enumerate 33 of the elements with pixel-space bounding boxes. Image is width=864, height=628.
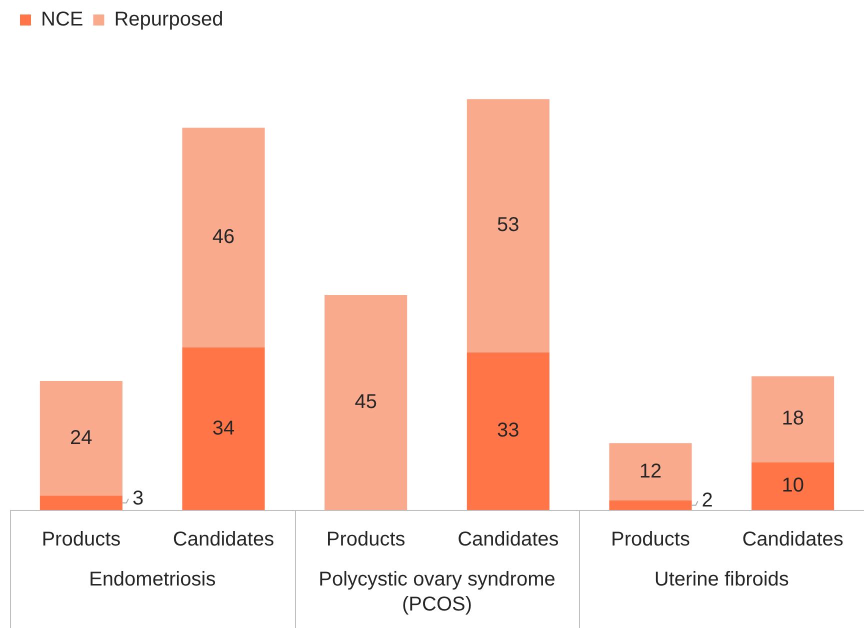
bar <box>324 295 408 510</box>
bar <box>466 99 550 352</box>
data-label: 2 <box>702 490 713 512</box>
x-tick-label: Products <box>611 528 690 551</box>
data-label: 33 <box>497 420 520 442</box>
legend-label: Repurposed <box>114 8 224 31</box>
x-tick-label: Products <box>326 528 406 551</box>
bar <box>752 376 834 462</box>
x-tick-label: Candidates <box>458 528 559 551</box>
bar <box>609 443 692 500</box>
bar <box>182 128 265 348</box>
bar <box>182 348 265 510</box>
text: Endometriosis <box>88 568 216 591</box>
data-label: 12 <box>639 460 662 482</box>
bar <box>752 462 834 510</box>
x-tick-label: Products <box>42 528 121 551</box>
legend-label: NCE <box>41 8 84 31</box>
bar <box>40 381 122 496</box>
data-label: 18 <box>782 408 804 430</box>
bar <box>609 500 692 510</box>
data-label: 34 <box>212 417 235 440</box>
data-label: 53 <box>497 214 520 236</box>
data-label: 24 <box>70 426 92 449</box>
x-tick-label: Candidates <box>742 528 844 551</box>
data-label: 45 <box>354 391 377 414</box>
bar <box>466 352 550 510</box>
data-label: 10 <box>782 474 804 497</box>
data-label: 46 <box>212 226 235 248</box>
text: Polycystic ovary syndrome (PCOS) <box>318 568 556 616</box>
data-label: 3 <box>132 487 144 510</box>
text: Uterine fibroids <box>654 568 789 591</box>
bar <box>40 496 122 510</box>
x-tick-label: Candidates <box>172 528 274 551</box>
